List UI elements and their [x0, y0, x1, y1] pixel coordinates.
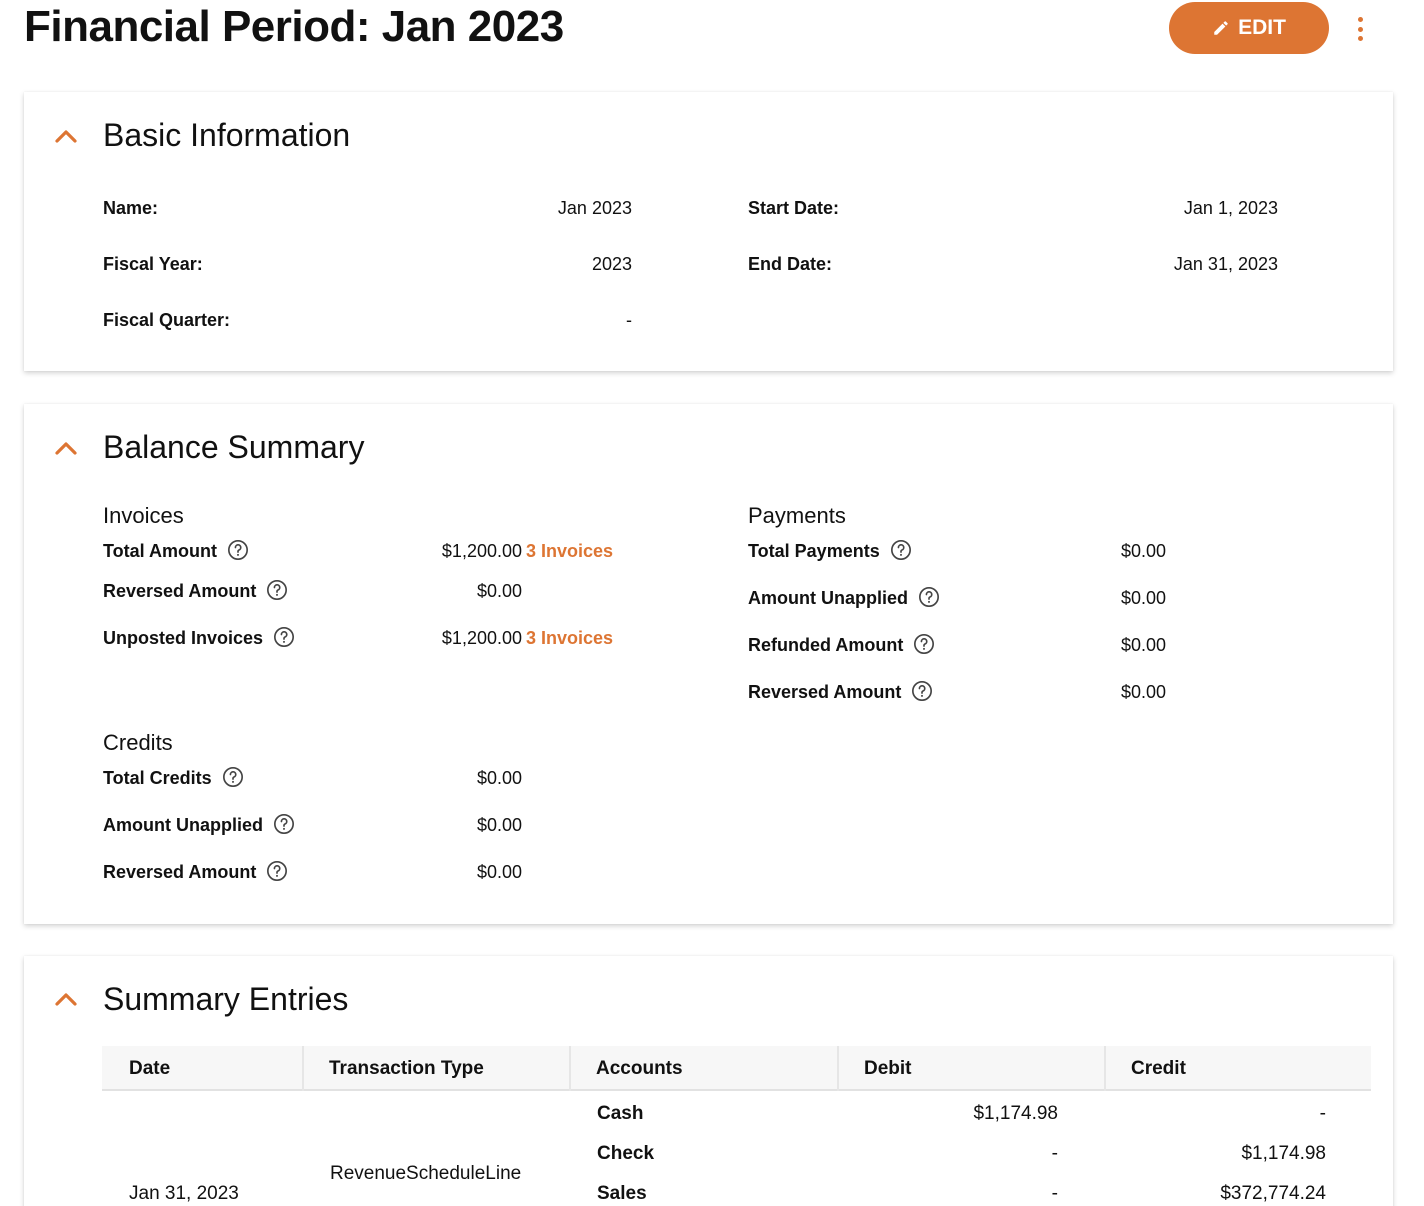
start-date-value: Jan 1, 2023 [1183, 198, 1278, 218]
invoices-reversed-amount-row: Reversed Amount [103, 579, 288, 603]
invoices-reversed-amount-label: Reversed Amount [103, 581, 257, 601]
invoices-total-amount-row: Total Amount [103, 539, 249, 563]
credits-amount-unapplied-row: Amount Unapplied [103, 813, 295, 837]
payments-reversed-amount-value: $0.00 [1120, 682, 1166, 702]
invoices-reversed-amount-value: $0.00 [476, 581, 522, 601]
fiscal-year-label: Fiscal Year: [103, 254, 203, 274]
chevron-up-icon[interactable] [54, 126, 78, 146]
balance-summary-card: Balance Summary Invoices Total Amount $1… [24, 404, 1393, 924]
credits-amount-unapplied-label: Amount Unapplied [103, 815, 263, 835]
help-icon[interactable] [918, 586, 940, 608]
credits-reversed-amount-label: Reversed Amount [103, 862, 257, 882]
table-header: Date Transaction Type Accounts Debit Cre… [102, 1046, 1371, 1091]
column-header-transaction-type[interactable]: Transaction Type [329, 1058, 484, 1079]
help-icon[interactable] [911, 680, 933, 702]
column-header-debit[interactable]: Debit [864, 1058, 912, 1079]
account-link-cash[interactable]: Cash [597, 1103, 644, 1124]
fiscal-quarter-label: Fiscal Quarter: [103, 310, 231, 330]
total-payments-value: $0.00 [1120, 541, 1166, 561]
help-icon[interactable] [273, 813, 295, 835]
debit-cell: - [1051, 1183, 1058, 1204]
column-header-date[interactable]: Date [129, 1058, 171, 1079]
credits-amount-unapplied-value: $0.00 [476, 815, 522, 835]
balance-summary-title: Balance Summary [103, 429, 365, 465]
refunded-amount-label: Refunded Amount [748, 635, 904, 655]
account-link-sales[interactable]: Sales [597, 1183, 647, 1204]
total-credits-row: Total Credits [103, 766, 244, 790]
end-date-label: End Date: [748, 254, 833, 274]
summary-entries-card: Summary Entries Date Transaction Type Ac… [24, 956, 1393, 1206]
credits-reversed-amount-value: $0.00 [476, 862, 522, 882]
refunded-amount-value: $0.00 [1120, 635, 1166, 655]
end-date-value: Jan 31, 2023 [1173, 254, 1278, 274]
column-divider [569, 1046, 571, 1091]
unposted-invoices-link[interactable]: 3 Invoices [526, 628, 614, 648]
payments-amount-unapplied-value: $0.00 [1120, 588, 1166, 608]
chevron-up-icon[interactable] [54, 989, 78, 1009]
edit-button-label: EDIT [1238, 16, 1286, 39]
start-date-label: Start Date: [748, 198, 840, 218]
help-icon[interactable] [266, 579, 288, 601]
debit-cell: $1,174.98 [973, 1103, 1058, 1124]
column-header-accounts[interactable]: Accounts [596, 1058, 683, 1079]
total-payments-row: Total Payments [748, 539, 912, 563]
credits-heading: Credits [103, 730, 173, 755]
more-options-icon[interactable] [1346, 14, 1374, 44]
help-icon[interactable] [273, 626, 295, 648]
unposted-invoices-row: Unposted Invoices [103, 626, 295, 650]
account-link-check[interactable]: Check [597, 1143, 655, 1164]
payments-amount-unapplied-row: Amount Unapplied [748, 586, 940, 610]
credit-cell: - [1319, 1103, 1326, 1124]
name-value: Jan 2023 [557, 198, 632, 218]
basic-information-title: Basic Information [103, 117, 351, 153]
total-payments-label: Total Payments [748, 541, 880, 561]
column-divider [837, 1046, 839, 1091]
column-header-credit[interactable]: Credit [1131, 1058, 1186, 1079]
credits-reversed-amount-row: Reversed Amount [103, 860, 288, 884]
basic-information-card: Basic Information Name: Jan 2023 Fiscal … [24, 92, 1393, 371]
debit-cell: - [1051, 1143, 1058, 1164]
edit-button[interactable]: EDIT [1169, 2, 1329, 54]
payments-amount-unapplied-label: Amount Unapplied [748, 588, 908, 608]
credit-cell: $372,774.24 [1220, 1183, 1326, 1204]
payments-heading: Payments [748, 503, 846, 528]
payments-reversed-amount-label: Reversed Amount [748, 682, 902, 702]
page-title: Financial Period: Jan 2023 [24, 2, 564, 51]
entry-date: Jan 31, 2023 [129, 1183, 239, 1204]
help-icon[interactable] [227, 539, 249, 561]
name-label: Name: [103, 198, 159, 218]
pencil-icon [1214, 21, 1228, 35]
entry-transaction-type: RevenueScheduleLine [330, 1163, 522, 1184]
unposted-invoices-value: $1,200.00 [441, 628, 522, 648]
column-divider [302, 1046, 304, 1091]
help-icon[interactable] [266, 860, 288, 882]
invoices-heading: Invoices [103, 503, 184, 528]
help-icon[interactable] [890, 539, 912, 561]
column-divider [1104, 1046, 1106, 1091]
invoices-total-amount-value: $1,200.00 [441, 541, 522, 561]
invoices-total-amount-label: Total Amount [103, 541, 217, 561]
unposted-invoices-label: Unposted Invoices [103, 628, 264, 648]
total-credits-label: Total Credits [103, 768, 212, 788]
payments-reversed-amount-row: Reversed Amount [748, 680, 933, 704]
refunded-amount-row: Refunded Amount [748, 633, 935, 657]
invoices-total-amount-link[interactable]: 3 Invoices [526, 541, 614, 561]
help-icon[interactable] [222, 766, 244, 788]
chevron-up-icon[interactable] [54, 438, 78, 458]
fiscal-year-value: 2023 [591, 254, 632, 274]
summary-entries-title: Summary Entries [103, 981, 349, 1017]
credit-cell: $1,174.98 [1241, 1143, 1326, 1164]
help-icon[interactable] [913, 633, 935, 655]
fiscal-quarter-value: - [626, 310, 632, 330]
total-credits-value: $0.00 [476, 768, 522, 788]
